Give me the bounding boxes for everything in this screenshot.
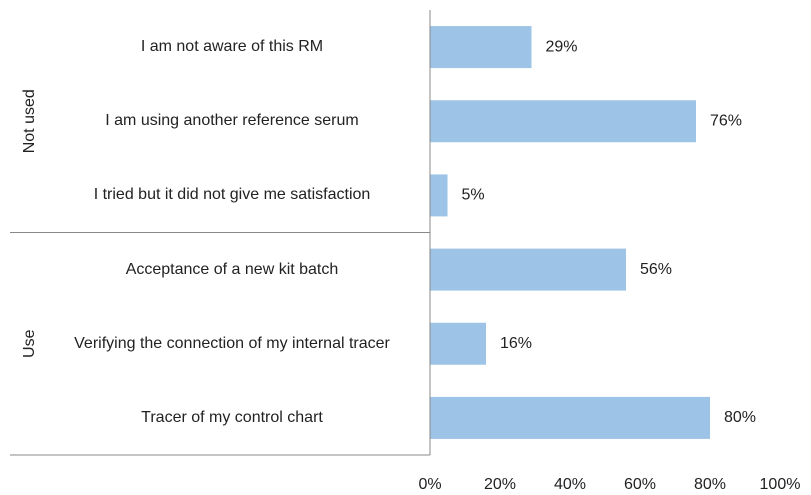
bar <box>430 248 626 291</box>
value-label: 80% <box>724 409 756 426</box>
x-tick-label: 80% <box>694 476 726 493</box>
category-label: Verifying the connection of my internal … <box>74 334 390 352</box>
value-label: 76% <box>710 112 742 129</box>
group-label: Use <box>21 329 38 358</box>
category-label: I am using another reference serum <box>105 112 359 130</box>
category-label: Tracer of my control chart <box>141 408 323 426</box>
bar <box>430 396 710 439</box>
x-tick-label: 0% <box>418 476 441 493</box>
value-label: 16% <box>500 335 532 352</box>
group-label: Not used <box>21 89 38 153</box>
value-label: 29% <box>546 38 578 55</box>
x-tick-label: 20% <box>484 476 516 493</box>
category-label: Acceptance of a new kit batch <box>125 260 339 278</box>
bar <box>430 174 448 217</box>
category-label: I tried but it did not give me satisfact… <box>93 186 371 204</box>
x-tick-label: 40% <box>554 476 586 493</box>
x-tick-label: 60% <box>624 476 656 493</box>
value-label: 56% <box>640 261 672 278</box>
x-tick-label: 100% <box>760 476 801 493</box>
bar <box>430 322 486 365</box>
bar <box>430 26 532 69</box>
bar <box>430 100 696 143</box>
category-label: I am not aware of this RM <box>140 38 324 56</box>
value-label: 5% <box>462 187 485 204</box>
